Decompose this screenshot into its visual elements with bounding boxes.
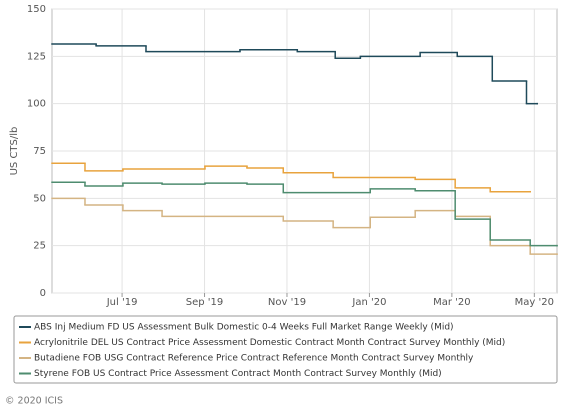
x-tick-label: Mar '20 (433, 297, 471, 308)
legend-label: ABS Inj Medium FD US Assessment Bulk Dom… (34, 323, 454, 333)
footer: © 2020 ICIS (5, 396, 63, 407)
y-tick-label: 50 (33, 193, 46, 204)
y-tick-label: 0 (40, 288, 46, 299)
y-tick-label: 100 (27, 99, 46, 110)
legend (13, 315, 558, 384)
x-tick-label: Nov '19 (268, 297, 306, 308)
y-tick-label: 25 (33, 241, 46, 252)
y-tick-label: 75 (33, 146, 46, 157)
x-tick-label: May '20 (515, 297, 554, 308)
y-tick-label: 125 (27, 51, 46, 62)
legend-label: Styrene FOB US Contract Price Assessment… (34, 369, 442, 379)
x-tick-label: Jan '20 (351, 297, 386, 308)
x-tick-label: Jul '19 (106, 297, 138, 308)
legend-label: Butadiene FOB USG Contract Reference Pri… (34, 354, 474, 364)
legend-label: Acrylonitrile DEL US Contract Price Asse… (34, 338, 505, 348)
x-tick-label: Sep '19 (186, 297, 224, 308)
y-tick-label: 150 (27, 4, 46, 15)
y-axis-label: US CTS/lb (9, 127, 20, 176)
